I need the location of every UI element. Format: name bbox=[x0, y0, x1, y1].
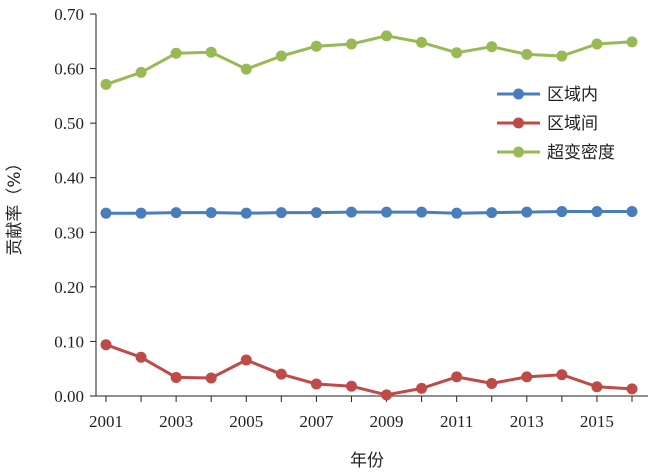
data-point bbox=[135, 66, 147, 78]
data-point bbox=[170, 207, 182, 219]
data-point bbox=[486, 377, 498, 389]
axes bbox=[90, 13, 648, 402]
data-point bbox=[381, 389, 393, 401]
data-point bbox=[345, 380, 357, 392]
x-tick-label: 2011 bbox=[440, 412, 473, 431]
y-tick-label: 0.60 bbox=[54, 60, 84, 79]
data-point bbox=[451, 47, 463, 59]
legend-label: 区域间 bbox=[547, 114, 598, 134]
legend-marker bbox=[513, 146, 524, 158]
series-2 bbox=[100, 339, 638, 401]
y-tick-label: 0.70 bbox=[54, 5, 84, 24]
legend-marker bbox=[513, 88, 524, 100]
data-point bbox=[275, 50, 287, 62]
y-tick-label: 0.50 bbox=[54, 114, 84, 133]
x-axis-title: 年份 bbox=[350, 451, 384, 471]
data-point bbox=[416, 36, 428, 48]
data-point bbox=[310, 378, 322, 390]
data-point bbox=[381, 30, 393, 42]
series-line bbox=[105, 34, 633, 86]
data-point bbox=[486, 207, 498, 219]
data-point bbox=[100, 78, 112, 90]
data-point bbox=[310, 40, 322, 52]
data-point bbox=[100, 207, 112, 219]
data-point bbox=[240, 207, 252, 219]
x-tick-label: 2009 bbox=[370, 412, 404, 431]
x-tick-label: 2015 bbox=[580, 412, 614, 431]
data-point bbox=[240, 354, 252, 366]
data-point bbox=[556, 206, 568, 218]
y-tick-label: 0.00 bbox=[54, 387, 84, 406]
data-point bbox=[451, 371, 463, 383]
series-line bbox=[105, 343, 633, 397]
data-point bbox=[556, 50, 568, 62]
x-tick-label: 2003 bbox=[159, 412, 193, 431]
data-point bbox=[556, 369, 568, 381]
y-tick-label: 0.10 bbox=[54, 332, 84, 351]
data-point bbox=[626, 206, 638, 218]
series-line bbox=[106, 210, 632, 215]
data-point bbox=[345, 206, 357, 218]
data-point bbox=[626, 383, 638, 395]
data-point bbox=[626, 36, 638, 48]
data-point bbox=[591, 206, 603, 218]
legend-label: 区域内 bbox=[547, 85, 598, 105]
data-point bbox=[135, 207, 147, 219]
x-tick-label: 2001 bbox=[89, 412, 123, 431]
data-point bbox=[381, 206, 393, 218]
data-point bbox=[170, 371, 182, 383]
x-tick-label: 2007 bbox=[299, 412, 334, 431]
series-3 bbox=[100, 30, 638, 90]
y-tick-label: 0.40 bbox=[54, 169, 84, 188]
x-tick-label: 2005 bbox=[229, 412, 263, 431]
data-point bbox=[310, 207, 322, 219]
legend-item-2: 区域间 bbox=[497, 114, 598, 134]
data-point bbox=[591, 38, 603, 50]
data-point bbox=[521, 371, 533, 383]
x-tick-label: 2013 bbox=[510, 412, 544, 431]
data-point bbox=[205, 207, 217, 219]
data-point bbox=[591, 381, 603, 393]
y-tick-label: 0.20 bbox=[54, 278, 84, 297]
data-point bbox=[486, 41, 498, 53]
data-point bbox=[135, 351, 147, 363]
data-point bbox=[521, 48, 533, 60]
data-point bbox=[100, 339, 112, 351]
data-point bbox=[170, 47, 182, 59]
legend-marker bbox=[513, 117, 524, 129]
data-point bbox=[521, 206, 533, 218]
data-point bbox=[345, 38, 357, 50]
data-point bbox=[275, 368, 287, 380]
tick-labels: 0.00 0.10 0.20 0.30 0.40 0.50 0.60 0.70 2001 2003… bbox=[54, 5, 614, 431]
data-point bbox=[205, 372, 217, 384]
data-point bbox=[275, 207, 287, 219]
legend-label: 超变密度 bbox=[547, 143, 615, 163]
data-point bbox=[205, 46, 217, 58]
series-1 bbox=[100, 206, 638, 219]
data-point bbox=[416, 382, 428, 394]
data-point bbox=[451, 207, 463, 219]
y-tick-label: 0.30 bbox=[54, 223, 84, 242]
legend-item-3: 超变密度 bbox=[497, 143, 615, 163]
y-axis-title: 贡献率（%） bbox=[5, 154, 25, 255]
legend-item-1: 区域内 bbox=[497, 85, 598, 105]
series-group bbox=[100, 30, 638, 401]
data-point bbox=[416, 206, 428, 218]
data-point bbox=[240, 63, 252, 75]
